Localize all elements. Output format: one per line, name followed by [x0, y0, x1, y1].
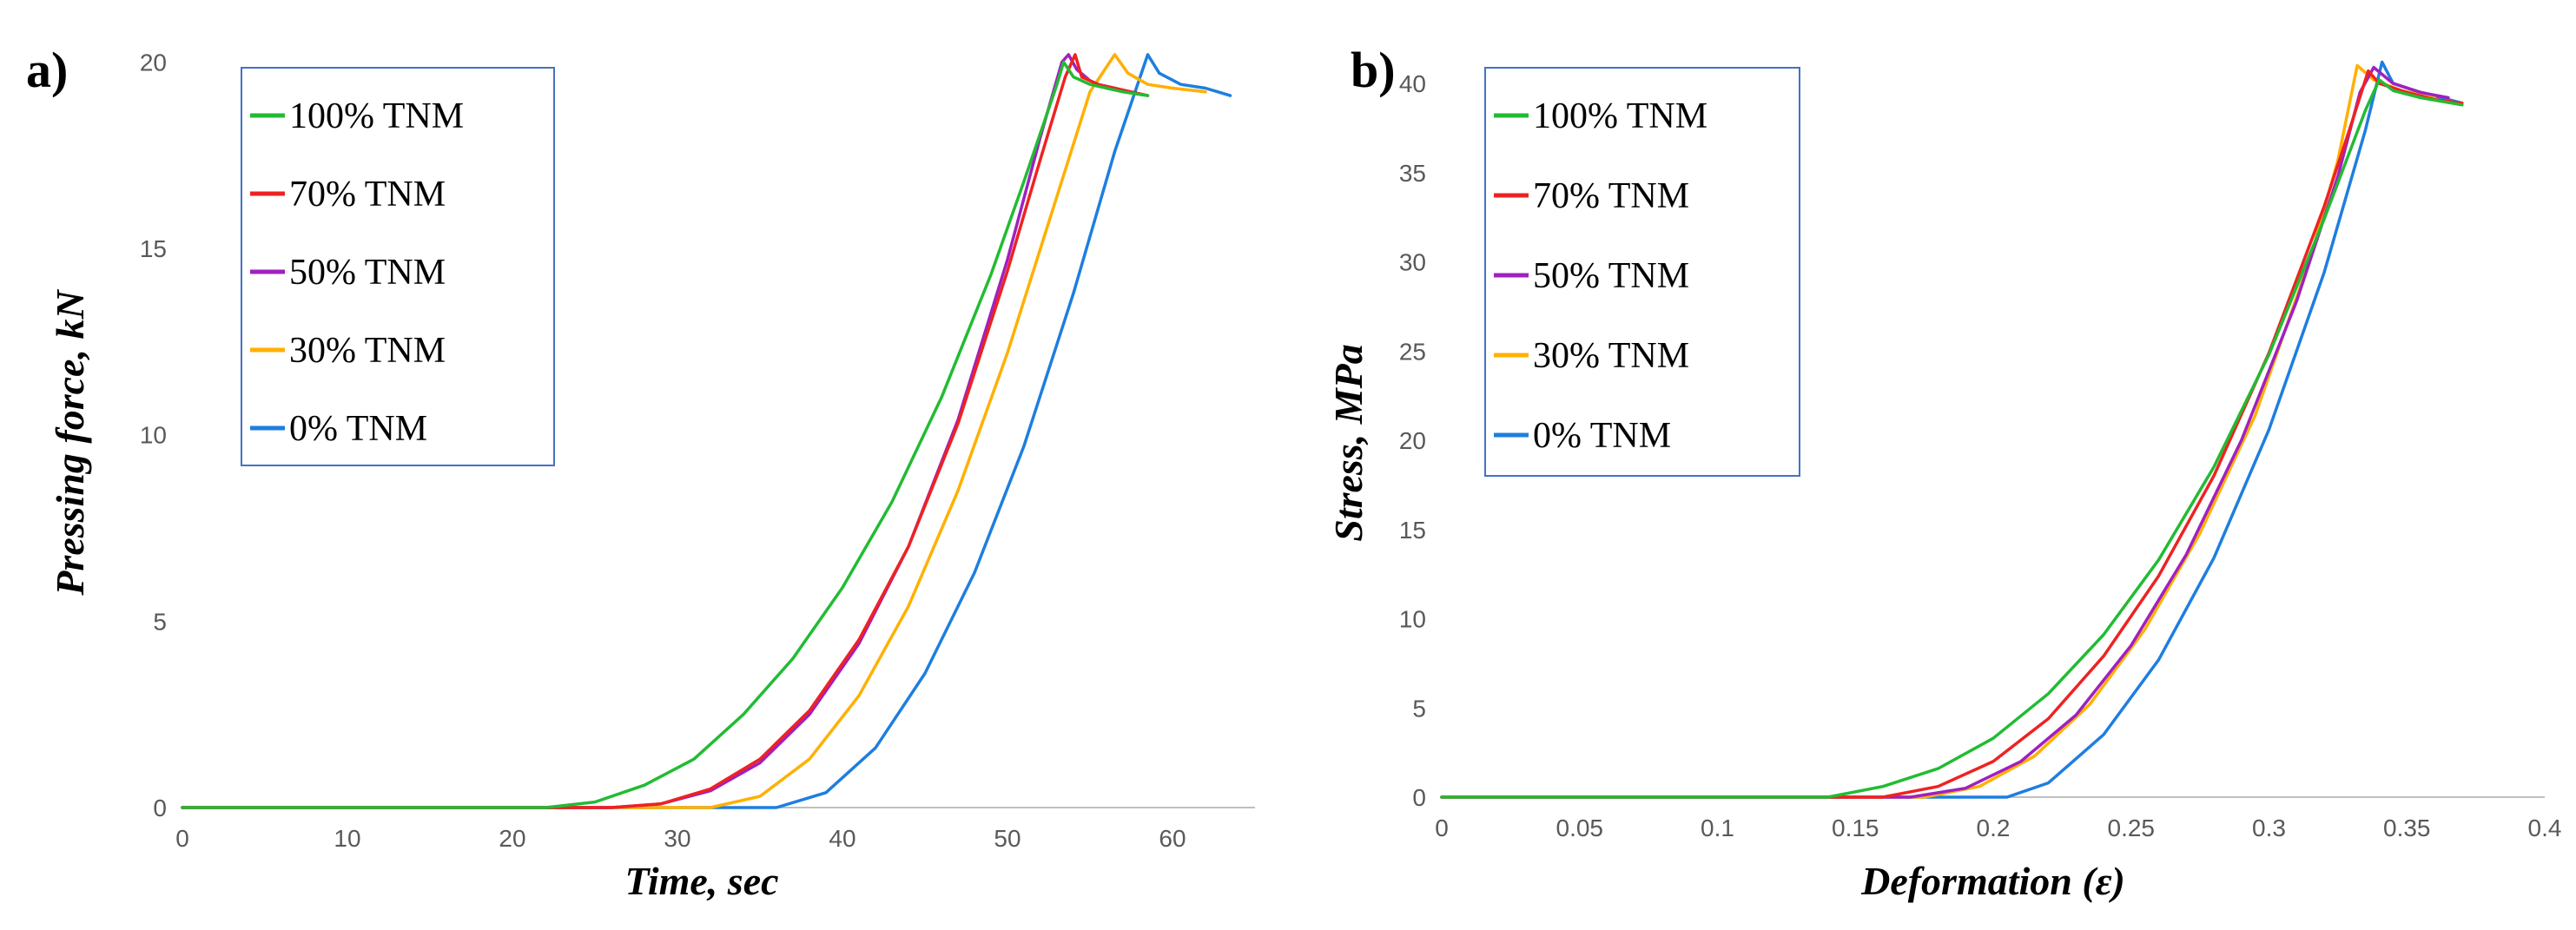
y-tick-label: 10	[140, 422, 167, 449]
series-line-30-tnm	[181, 53, 1207, 809]
y-tick-labels-a: 0 5 10 15 20	[140, 49, 167, 821]
x-tick-label: 0.1	[1701, 815, 1734, 841]
series-group-b	[1440, 60, 2464, 799]
y-tick-label: 40	[1399, 70, 1426, 97]
legend-label: 30% TNM	[1533, 336, 1689, 376]
y-tick-label: 25	[1399, 338, 1426, 365]
y-tick-label: 20	[1399, 427, 1426, 454]
legend-label: 0% TNM	[1533, 416, 1671, 456]
x-tick-label: 60	[1159, 825, 1186, 852]
x-axis-title-b: Deformation (ε)	[1860, 859, 2125, 903]
x-tick-label: 0.05	[1556, 815, 1604, 841]
x-tick-label: 0.2	[1977, 815, 2011, 841]
legend-label: 100% TNM	[1533, 96, 1707, 136]
legend-label: 30% TNM	[289, 331, 446, 371]
y-tick-labels-b: 0 5 10 15 20 25 30 35 40	[1399, 70, 1426, 811]
y-tick-label: 0	[1412, 784, 1426, 811]
legend-label: 70% TNM	[1533, 176, 1689, 216]
panel-label-b: b)	[1351, 42, 1396, 98]
x-tick-label: 10	[334, 825, 360, 852]
y-tick-label: 35	[1399, 160, 1426, 187]
x-tick-label: 40	[829, 825, 855, 852]
legend-box-b	[1484, 67, 1800, 477]
y-axis-title-a: Pressing force, kN	[48, 289, 92, 597]
legend-a: 100% TNM 70% TNM 50% TNM 30% TNM 0% TNM	[241, 67, 555, 466]
legend-label: 50% TNM	[1533, 256, 1689, 296]
y-tick-label: 10	[1399, 606, 1426, 633]
y-axis-title-b: Stress, MPa	[1326, 344, 1371, 541]
x-tick-label: 30	[664, 825, 690, 852]
y-tick-label: 15	[140, 235, 167, 262]
x-tick-label: 50	[994, 825, 1020, 852]
legend-label: 50% TNM	[289, 253, 446, 293]
y-tick-label: 5	[153, 608, 167, 635]
y-tick-label: 0	[153, 795, 167, 821]
series-line-0-tnm	[181, 53, 1232, 809]
series-line-70-tnm	[1440, 69, 2464, 799]
legend-b: 100% TNM 70% TNM 50% TNM 30% TNM 0% TNM	[1484, 67, 1800, 477]
x-tick-label: 0.25	[2108, 815, 2156, 841]
x-tick-labels-a: 0 10 20 30 40 50 60	[175, 825, 1186, 852]
x-tick-label: 0.3	[2252, 815, 2286, 841]
series-line-50-tnm	[1440, 65, 2450, 799]
series-line-30-tnm	[1440, 63, 2436, 799]
y-tick-label: 5	[1412, 695, 1426, 722]
series-line-100-tnm	[1440, 78, 2464, 799]
x-tick-label: 0.15	[1832, 815, 1879, 841]
legend-label: 70% TNM	[289, 175, 446, 214]
x-tick-label: 0	[1435, 815, 1449, 841]
legend-label: 100% TNM	[289, 96, 464, 136]
x-tick-label: 0.35	[2383, 815, 2431, 841]
y-tick-label: 20	[140, 49, 167, 76]
x-tick-label: 20	[499, 825, 525, 852]
x-tick-labels-b: 0 0.05 0.1 0.15 0.2 0.25 0.3 0.35 0.4	[1435, 815, 2561, 841]
legend-label: 0% TNM	[289, 409, 427, 449]
legend-box-a	[241, 67, 555, 466]
panel-label-a: a)	[26, 42, 68, 98]
series-line-100-tnm	[181, 60, 1150, 809]
y-tick-label: 30	[1399, 249, 1426, 276]
x-tick-label: 0.4	[2528, 815, 2562, 841]
x-tick-label: 0	[175, 825, 189, 852]
chart-a: a) 0 5 10 15 20 0 10 20 30 40 50 60 Time, sec Pres…	[26, 42, 1255, 903]
series-line-70-tnm	[181, 53, 1150, 809]
series-group-a	[181, 53, 1232, 809]
y-tick-label: 15	[1399, 517, 1426, 544]
x-axis-title-a: Time, sec	[624, 859, 778, 903]
